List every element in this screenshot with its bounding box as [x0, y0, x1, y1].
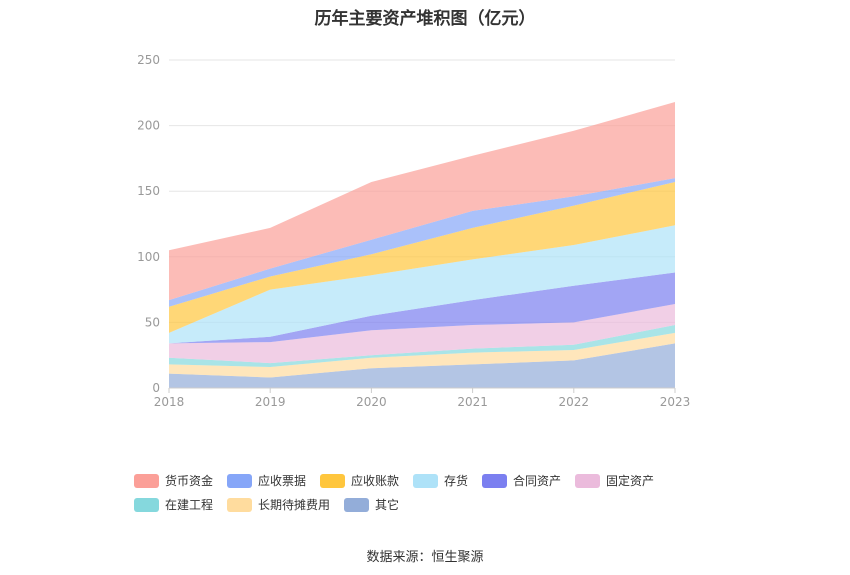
legend-item-1[interactable]: 长期待摊费用 [227, 496, 330, 513]
area-series-6 [169, 182, 675, 333]
legend-label: 在建工程 [165, 498, 214, 512]
area-series [169, 102, 675, 388]
chart-title: 历年主要资产堆积图（亿元） [314, 9, 536, 29]
y-tick-label: 0 [152, 381, 160, 395]
legend-label: 合同资产 [513, 474, 562, 488]
x-tick-label: 2019 [255, 395, 286, 409]
y-tick-label: 150 [137, 184, 160, 198]
legend-swatch [227, 497, 252, 512]
area-series-1 [169, 332, 675, 378]
area-series-0 [169, 343, 675, 388]
area-series-2 [169, 325, 675, 367]
legend-swatch [134, 497, 159, 512]
y-tick-label: 50 [145, 315, 160, 329]
legend-item-0[interactable]: 其它 [344, 496, 399, 513]
y-tick-label: 100 [137, 250, 160, 264]
axes: 0 50 100 150 200 250 2018 2019 2020 2021 2022 2023 [137, 53, 690, 409]
source-note: 数据来源：恒生聚源 [366, 550, 484, 565]
legend-label: 应收账款 [351, 474, 400, 488]
y-tick-label: 200 [137, 119, 160, 133]
legend-swatch [413, 473, 438, 488]
legend-label: 长期待摊费用 [258, 498, 331, 512]
x-tick-label: 2021 [457, 395, 488, 409]
area-series-8 [169, 102, 675, 301]
legend-item-5[interactable]: 存货 [413, 472, 468, 489]
y-tick-label: 250 [137, 53, 160, 67]
legend-swatch [320, 473, 345, 488]
legend-item-7[interactable]: 应收票据 [227, 472, 306, 489]
legend-item-8[interactable]: 货币资金 [134, 472, 213, 489]
legend-swatch [227, 473, 252, 488]
legend-swatch [134, 473, 159, 488]
x-tick-label: 2020 [356, 395, 387, 409]
area-series-3 [169, 304, 675, 364]
legend-label: 应收票据 [258, 474, 307, 488]
legend-swatch [482, 473, 507, 488]
area-series-4 [169, 272, 675, 344]
legend-item-3[interactable]: 固定资产 [575, 472, 654, 489]
legend-item-6[interactable]: 应收账款 [320, 472, 399, 489]
area-series-5 [169, 225, 675, 344]
legend-swatch [344, 497, 369, 512]
x-tick-label: 2023 [660, 395, 691, 409]
legend-label: 货币资金 [165, 474, 214, 488]
legend-label: 存货 [444, 474, 469, 488]
legend-label: 其它 [375, 498, 400, 512]
legend-item-2[interactable]: 在建工程 [134, 496, 213, 513]
x-tick-label: 2022 [559, 395, 590, 409]
legend-swatch [575, 473, 600, 488]
x-tick-label: 2018 [154, 395, 185, 409]
area-series-7 [169, 178, 675, 307]
legend-item-4[interactable]: 合同资产 [482, 472, 561, 489]
legend-label: 固定资产 [606, 474, 655, 488]
